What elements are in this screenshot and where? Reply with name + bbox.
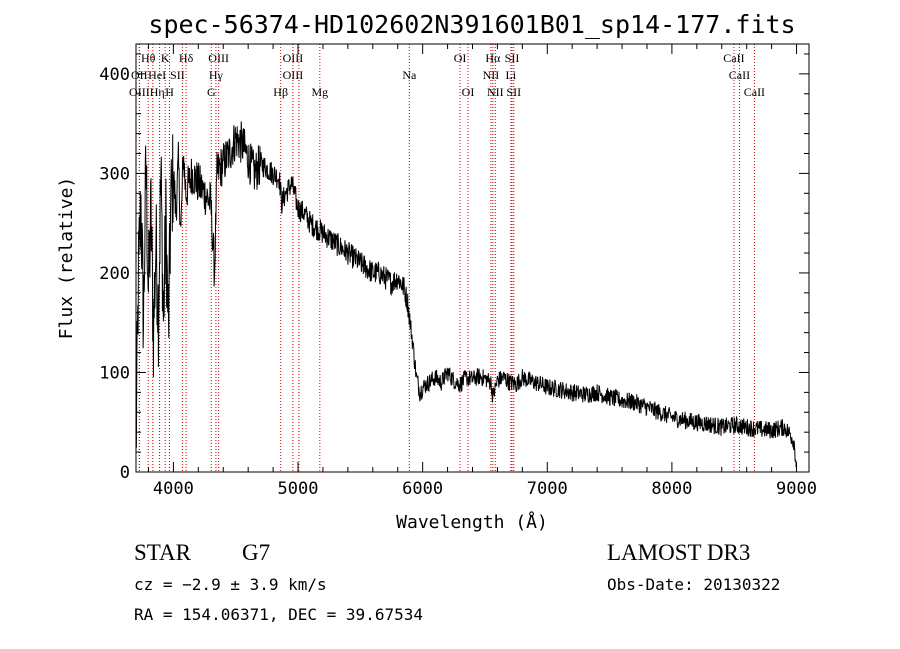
spectral-line-label: NII [483, 68, 500, 82]
y-axis-label: Flux (relative) [56, 177, 77, 340]
x-tick-label: 9000 [776, 479, 817, 499]
x-tick-label: 8000 [651, 479, 692, 499]
y-tick-label: 300 [99, 164, 130, 184]
spectral-line-markers [138, 44, 755, 472]
plot-frame [135, 43, 810, 473]
x-axis: 4000 5000 6000 7000 8000 9000 [147, 44, 817, 499]
x-tick-label: 7000 [527, 479, 568, 499]
spectral-line-label: OIII [208, 51, 229, 65]
spectral-line-label: H [165, 85, 174, 99]
y-axis: 0 100 200 300 400 [99, 53, 809, 483]
coordinates: RA = 154.06371, DEC = 39.67534 [134, 605, 423, 624]
survey-name: LAMOST DR3 [607, 540, 750, 565]
y-tick-label: 0 [120, 463, 130, 483]
spectrum-line [135, 121, 797, 468]
spectral-line-label: OI [462, 85, 475, 99]
spectral-line-label: Hβ [273, 85, 288, 99]
spectral-line-label: G [207, 85, 216, 99]
y-tick-label: 100 [99, 363, 130, 383]
spectral-line-label: Na [402, 68, 417, 82]
spectral-line-label: Hγ [209, 68, 224, 82]
spectral-line-label: Li [506, 68, 517, 82]
x-tick-label: 6000 [402, 479, 443, 499]
spectral-line-label: Hθ [141, 51, 156, 65]
object-subclass: G7 [242, 540, 270, 565]
spectral-line-label: OIII [283, 68, 304, 82]
spectral-line-label: CaII [729, 68, 750, 82]
spectral-line-label: OIII [129, 85, 150, 99]
observation-date: Obs-Date: 20130322 [607, 575, 780, 594]
spectral-line-label: OI [454, 51, 467, 65]
y-tick-label: 400 [99, 65, 130, 85]
chart-title: spec-56374-HD102602N391601B01_sp14-177.f… [148, 10, 795, 39]
spectral-line-label: Hη [150, 85, 165, 99]
spectral-line-label: CaII [744, 85, 765, 99]
spectral-line-label: SII [505, 51, 520, 65]
spectral-line-label: NII [487, 85, 504, 99]
spectral-line-label: OIII [283, 51, 304, 65]
spectral-line-label: OII [131, 68, 148, 82]
object-class: STAR [134, 540, 192, 565]
spectral-line-label: Hδ [179, 51, 194, 65]
spectral-line-label: SII [506, 85, 521, 99]
spectral-line-label: HeI [148, 68, 166, 82]
x-tick-label: 4000 [153, 479, 194, 499]
spectral-line-label: Mg [311, 85, 328, 99]
x-axis-label: Wavelength (Å) [396, 511, 548, 533]
x-tick-label: 5000 [278, 479, 319, 499]
spectral-line-label: Hα [485, 51, 501, 65]
spectral-line-label: SII [170, 68, 185, 82]
redshift-value: cz = −2.9 ± 3.9 km/s [134, 575, 327, 594]
spectral-line-label: K [161, 51, 170, 65]
y-tick-label: 200 [99, 264, 130, 284]
spectral-line-label: CaII [723, 51, 744, 65]
